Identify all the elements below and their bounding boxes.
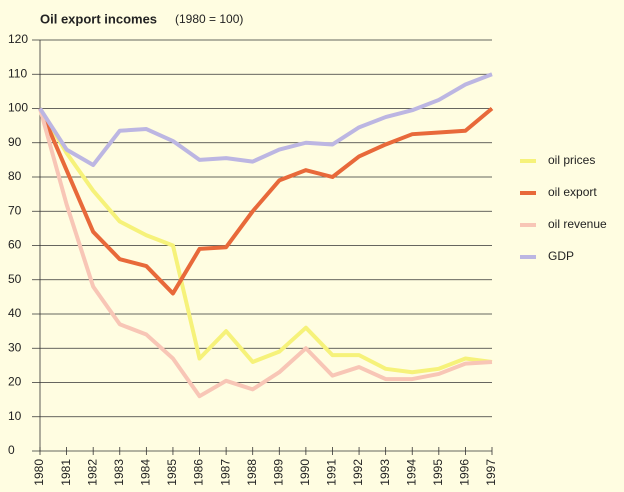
chart-title: Oil export incomes <box>40 11 157 26</box>
y-tick-label: 10 <box>8 409 22 423</box>
x-tick-label: 1997 <box>484 459 498 486</box>
legend-label: oil prices <box>548 153 595 167</box>
legend-label: GDP <box>548 249 574 263</box>
y-tick-label: 80 <box>8 169 22 183</box>
x-tick-label: 1992 <box>351 459 365 486</box>
y-tick-label: 30 <box>8 340 22 354</box>
x-tick-label: 1995 <box>431 459 445 486</box>
x-tick-label: 1991 <box>325 459 339 486</box>
data-line <box>38 106 494 296</box>
x-tick-label: 1993 <box>378 459 392 486</box>
y-tick-label: 20 <box>8 375 22 389</box>
y-tick-label: 120 <box>8 32 28 46</box>
x-tick-label: 1987 <box>218 459 232 486</box>
x-tick-label: 1986 <box>192 459 206 486</box>
x-tick-label: 1985 <box>165 459 179 486</box>
legend-label: oil export <box>548 185 597 199</box>
y-tick-label: 0 <box>8 443 15 457</box>
x-tick-label: 1990 <box>298 459 312 486</box>
y-tick-label: 70 <box>8 203 22 217</box>
data-line <box>38 107 493 399</box>
x-tick-label: 1989 <box>271 459 285 486</box>
y-tick-label: 90 <box>8 135 22 149</box>
data-line <box>38 72 493 168</box>
x-tick-label: 1994 <box>404 459 418 486</box>
legend-label: oil revenue <box>548 217 607 231</box>
y-tick-label: 50 <box>8 272 22 286</box>
y-tick-label: 100 <box>8 101 28 115</box>
data-line <box>38 107 493 375</box>
y-tick-label: 110 <box>8 66 27 80</box>
y-tick-label: 60 <box>8 238 22 252</box>
x-tick-label: 1996 <box>458 459 472 486</box>
x-tick-label: 1988 <box>245 459 259 486</box>
y-tick-label: 40 <box>8 306 22 320</box>
x-tick-label: 1980 <box>32 459 46 486</box>
x-tick-label: 1981 <box>59 459 73 486</box>
x-tick-label: 1982 <box>85 459 99 486</box>
chart-subtitle: (1980 = 100) <box>175 12 243 26</box>
x-tick-label: 1984 <box>139 459 153 486</box>
x-tick-label: 1983 <box>112 459 126 486</box>
